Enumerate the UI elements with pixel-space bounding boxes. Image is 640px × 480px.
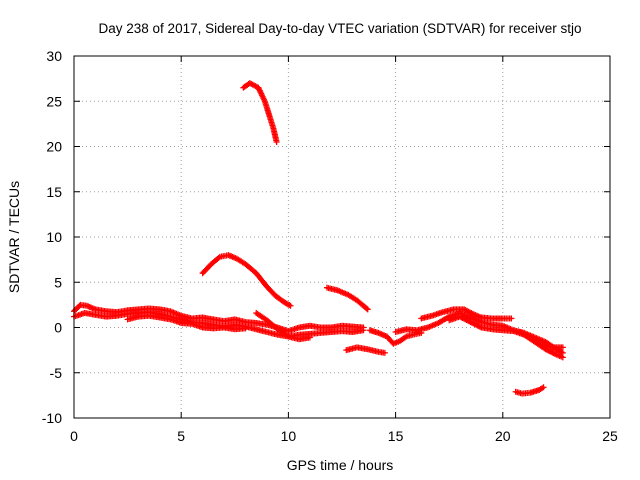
data-point [540, 384, 547, 391]
data-point [287, 302, 294, 309]
series-segment-12 [323, 284, 371, 313]
data-point [559, 344, 566, 351]
data-point [273, 138, 280, 145]
y-tick-label: 10 [46, 229, 62, 245]
y-tick-label: 20 [46, 139, 62, 155]
series-arc-high [240, 80, 280, 145]
y-tick-label: 30 [46, 48, 62, 64]
x-tick-label: 0 [70, 428, 78, 444]
data-point [559, 354, 566, 361]
data-point [364, 306, 371, 313]
y-tick-label: 15 [46, 184, 62, 200]
series-low-segment [512, 384, 547, 397]
axis-ticks: 0 5 10 15 20 25 -10 -5 0 5 10 15 20 25 30 [42, 48, 618, 444]
series-band-c [124, 312, 249, 333]
data-point [537, 340, 544, 347]
data-marks [71, 80, 566, 397]
series-band-f [418, 306, 515, 322]
x-tick-label: 15 [388, 428, 404, 444]
x-tick-label: 25 [602, 428, 618, 444]
y-tick-label: -10 [42, 410, 62, 426]
data-point [477, 323, 484, 330]
y-tick-label: 25 [46, 93, 62, 109]
series-segment-13 [343, 344, 388, 356]
data-point [360, 327, 367, 334]
series-band-g [446, 313, 566, 361]
y-tick-label: 5 [54, 274, 62, 290]
data-point [381, 349, 388, 356]
y-tick-label: -5 [50, 365, 63, 381]
data-point [286, 302, 293, 309]
series-band-h [516, 329, 566, 351]
data-point [363, 305, 370, 312]
x-tick-label: 5 [177, 428, 185, 444]
y-tick-label: 0 [54, 320, 62, 336]
data-point [242, 325, 249, 332]
series-arc-mid [199, 252, 294, 309]
y-axis-label: SDTVAR / TECUs [6, 181, 22, 293]
data-point [306, 334, 313, 341]
series-band-d [366, 327, 425, 347]
data-point [284, 332, 291, 339]
data-point [508, 315, 515, 322]
x-axis-label: GPS time / hours [287, 457, 394, 473]
x-tick-label: 10 [281, 428, 297, 444]
chart-title: Day 238 of 2017, Sidereal Day-to-day VTE… [99, 21, 582, 36]
x-tick-label: 20 [495, 428, 511, 444]
series-dip-segment [253, 310, 313, 343]
